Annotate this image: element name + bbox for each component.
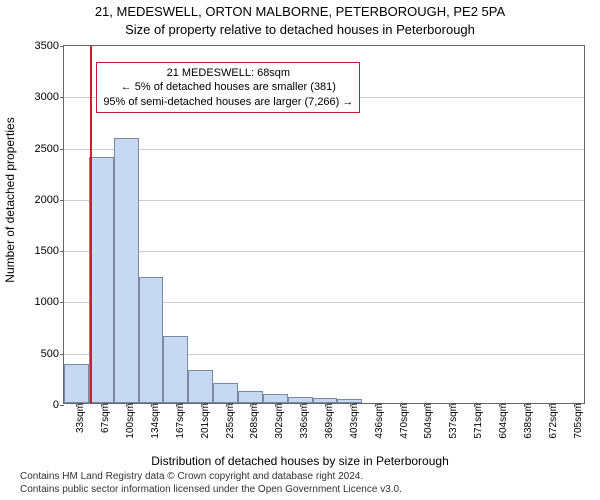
y-axis-label: Number of detached properties bbox=[3, 117, 17, 282]
xtick-label: 604sqm bbox=[498, 403, 509, 439]
ytick-label: 3500 bbox=[35, 40, 59, 52]
xtick-label: 67sqm bbox=[100, 403, 111, 433]
xtick-label: 336sqm bbox=[299, 403, 310, 439]
xtick-label: 672sqm bbox=[548, 403, 559, 439]
histogram-bar bbox=[337, 399, 362, 403]
gridline bbox=[64, 251, 584, 252]
xtick-label: 403sqm bbox=[349, 403, 360, 439]
annotation-box: 21 MEDESWELL: 68sqm← 5% of detached hous… bbox=[96, 62, 360, 113]
ytick-label: 2000 bbox=[35, 194, 59, 206]
xtick-label: 436sqm bbox=[374, 403, 385, 439]
ytick-label: 2500 bbox=[35, 143, 59, 155]
xtick-label: 470sqm bbox=[399, 403, 410, 439]
xtick-label: 504sqm bbox=[423, 403, 434, 439]
histogram-bar bbox=[89, 157, 114, 403]
ytick-mark bbox=[60, 97, 64, 98]
histogram-bar bbox=[163, 336, 188, 403]
ytick-label: 3000 bbox=[35, 91, 59, 103]
chart-title: 21, MEDESWELL, ORTON MALBORNE, PETERBORO… bbox=[0, 4, 600, 19]
histogram-bar bbox=[213, 383, 238, 404]
histogram-bar bbox=[238, 391, 263, 403]
xtick-label: 302sqm bbox=[274, 403, 285, 439]
annotation-line: ← 5% of detached houses are smaller (381… bbox=[103, 80, 353, 94]
histogram-bar bbox=[188, 370, 213, 403]
xtick-label: 369sqm bbox=[324, 403, 335, 439]
ytick-mark bbox=[60, 354, 64, 355]
xtick-label: 167sqm bbox=[175, 403, 186, 439]
ytick-label: 500 bbox=[41, 348, 59, 360]
histogram-bar bbox=[313, 398, 338, 403]
ytick-mark bbox=[60, 200, 64, 201]
xtick-label: 705sqm bbox=[573, 403, 584, 439]
footer-attribution: Contains HM Land Registry data © Crown c… bbox=[20, 471, 402, 496]
xtick-label: 201sqm bbox=[200, 403, 211, 439]
chart-plot-area: 050010001500200025003000350033sqm67sqm10… bbox=[63, 45, 585, 404]
ytick-mark bbox=[60, 251, 64, 252]
ytick-label: 1000 bbox=[35, 296, 59, 308]
xtick-label: 33sqm bbox=[75, 403, 86, 433]
ytick-mark bbox=[60, 46, 64, 47]
xtick-label: 638sqm bbox=[523, 403, 534, 439]
xtick-label: 537sqm bbox=[448, 403, 459, 439]
histogram-bar bbox=[139, 277, 164, 403]
ytick-label: 1500 bbox=[35, 245, 59, 257]
chart-subtitle: Size of property relative to detached ho… bbox=[0, 22, 600, 37]
xtick-label: 134sqm bbox=[150, 403, 161, 439]
xtick-label: 235sqm bbox=[225, 403, 236, 439]
footer-line2: Contains public sector information licen… bbox=[20, 484, 402, 497]
x-axis-label: Distribution of detached houses by size … bbox=[0, 454, 600, 468]
annotation-line: 95% of semi-detached houses are larger (… bbox=[103, 95, 353, 109]
footer-line1: Contains HM Land Registry data © Crown c… bbox=[20, 471, 402, 484]
ytick-label: 0 bbox=[53, 399, 59, 411]
histogram-bar bbox=[288, 397, 313, 403]
histogram-bar bbox=[64, 364, 89, 403]
ytick-mark bbox=[60, 149, 64, 150]
ytick-mark bbox=[60, 302, 64, 303]
property-marker-line bbox=[90, 46, 92, 403]
xtick-label: 571sqm bbox=[473, 403, 484, 439]
gridline bbox=[64, 200, 584, 201]
histogram-bar bbox=[263, 394, 288, 403]
gridline bbox=[64, 149, 584, 150]
xtick-label: 268sqm bbox=[249, 403, 260, 439]
ytick-mark bbox=[60, 405, 64, 406]
xtick-label: 100sqm bbox=[125, 403, 136, 439]
annotation-line: 21 MEDESWELL: 68sqm bbox=[103, 66, 353, 80]
histogram-bar bbox=[114, 138, 139, 403]
